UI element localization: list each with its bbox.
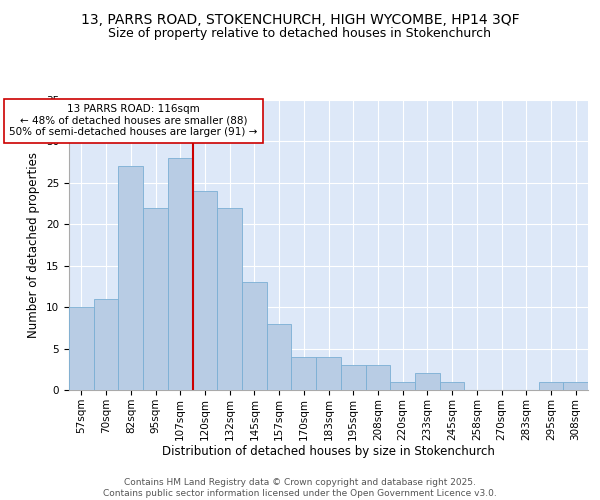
Bar — [217, 208, 242, 390]
Bar — [440, 382, 464, 390]
Bar — [415, 374, 440, 390]
Bar — [242, 282, 267, 390]
Bar — [267, 324, 292, 390]
Bar — [143, 208, 168, 390]
Text: 13, PARRS ROAD, STOKENCHURCH, HIGH WYCOMBE, HP14 3QF: 13, PARRS ROAD, STOKENCHURCH, HIGH WYCOM… — [80, 12, 520, 26]
Bar — [118, 166, 143, 390]
Bar — [94, 299, 118, 390]
Bar — [168, 158, 193, 390]
Text: Size of property relative to detached houses in Stokenchurch: Size of property relative to detached ho… — [109, 28, 491, 40]
Bar — [341, 365, 365, 390]
Y-axis label: Number of detached properties: Number of detached properties — [28, 152, 40, 338]
Bar — [69, 307, 94, 390]
Bar — [365, 365, 390, 390]
Bar — [292, 357, 316, 390]
Bar — [390, 382, 415, 390]
X-axis label: Distribution of detached houses by size in Stokenchurch: Distribution of detached houses by size … — [162, 446, 495, 458]
Text: Contains HM Land Registry data © Crown copyright and database right 2025.
Contai: Contains HM Land Registry data © Crown c… — [103, 478, 497, 498]
Bar — [563, 382, 588, 390]
Bar — [316, 357, 341, 390]
Bar — [539, 382, 563, 390]
Text: 13 PARRS ROAD: 116sqm
← 48% of detached houses are smaller (88)
50% of semi-deta: 13 PARRS ROAD: 116sqm ← 48% of detached … — [9, 104, 257, 138]
Bar — [193, 191, 217, 390]
